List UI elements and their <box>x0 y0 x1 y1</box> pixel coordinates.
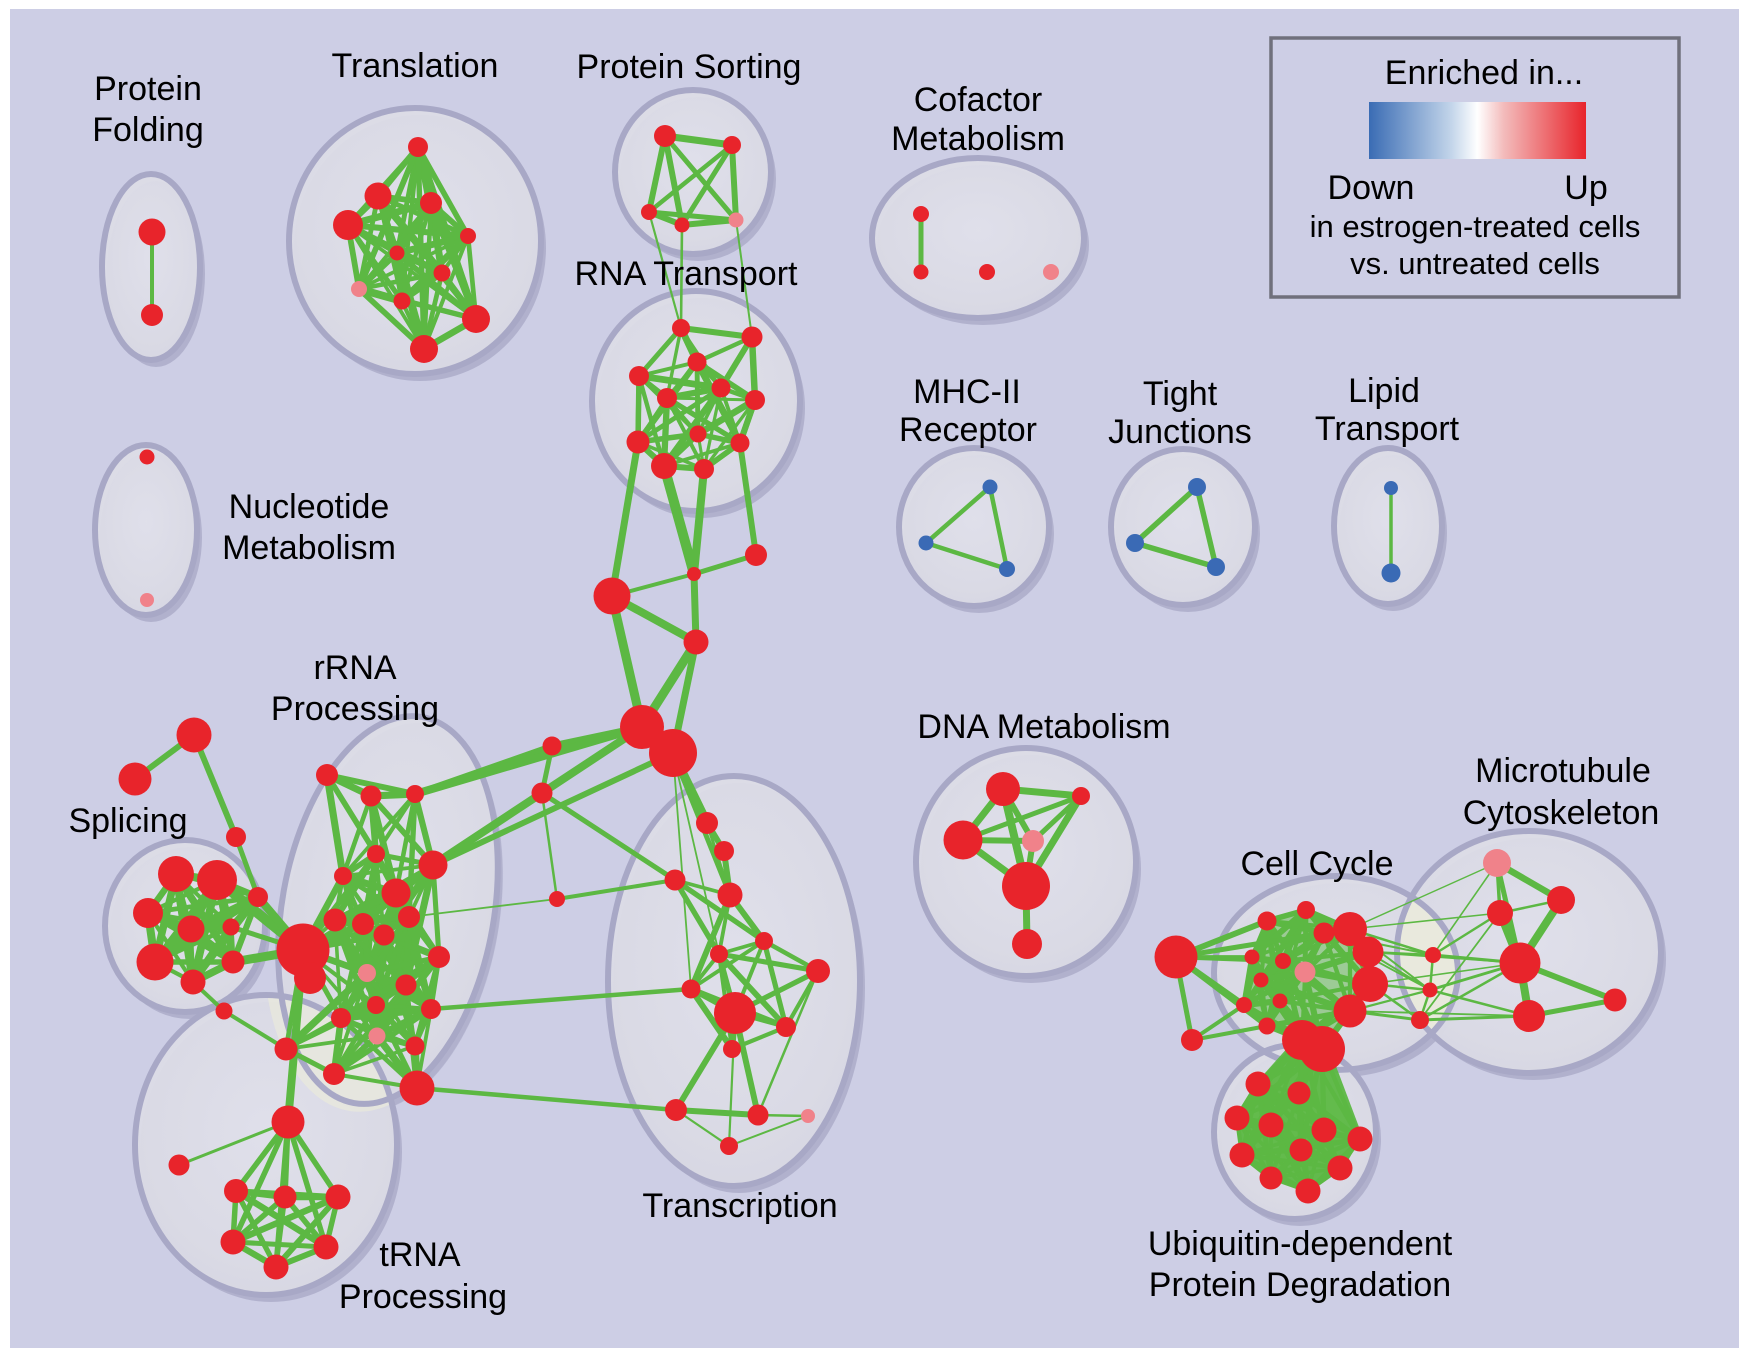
svg-text:Lipid: Lipid <box>1348 372 1420 410</box>
svg-text:rRNA: rRNA <box>313 649 396 687</box>
svg-text:Tight: Tight <box>1143 375 1218 413</box>
svg-text:MHC-II: MHC-II <box>913 373 1021 411</box>
svg-text:Enriched in...: Enriched in... <box>1385 54 1583 92</box>
svg-text:Processing: Processing <box>271 690 439 728</box>
svg-text:Splicing: Splicing <box>68 802 187 840</box>
svg-text:tRNA: tRNA <box>379 1236 461 1274</box>
svg-text:Cytoskeleton: Cytoskeleton <box>1463 794 1660 832</box>
svg-text:Protein Sorting: Protein Sorting <box>577 48 802 86</box>
svg-text:Metabolism: Metabolism <box>222 529 396 567</box>
svg-text:Processing: Processing <box>339 1278 507 1316</box>
svg-text:Up: Up <box>1564 169 1607 207</box>
svg-text:Microtubule: Microtubule <box>1475 752 1651 790</box>
svg-text:Transport: Transport <box>1315 410 1460 448</box>
svg-text:RNA Transport: RNA Transport <box>575 255 799 293</box>
svg-text:vs. untreated cells: vs. untreated cells <box>1350 246 1600 281</box>
svg-text:Nucleotide: Nucleotide <box>229 488 390 526</box>
svg-text:Ubiquitin-dependent: Ubiquitin-dependent <box>1148 1225 1453 1263</box>
svg-text:Translation: Translation <box>332 47 499 85</box>
svg-text:Transcription: Transcription <box>642 1187 837 1225</box>
svg-text:Down: Down <box>1328 169 1415 207</box>
svg-text:DNA Metabolism: DNA Metabolism <box>917 708 1170 746</box>
svg-text:Cell Cycle: Cell Cycle <box>1240 845 1393 883</box>
svg-text:in estrogen-treated cells: in estrogen-treated cells <box>1310 209 1641 244</box>
svg-text:Protein Degradation: Protein Degradation <box>1149 1266 1451 1304</box>
svg-text:Receptor: Receptor <box>899 411 1037 449</box>
svg-text:Protein: Protein <box>94 70 202 108</box>
svg-text:Metabolism: Metabolism <box>891 120 1065 158</box>
svg-text:Cofactor: Cofactor <box>914 81 1043 119</box>
svg-text:Folding: Folding <box>92 111 204 149</box>
svg-text:Junctions: Junctions <box>1108 413 1252 451</box>
